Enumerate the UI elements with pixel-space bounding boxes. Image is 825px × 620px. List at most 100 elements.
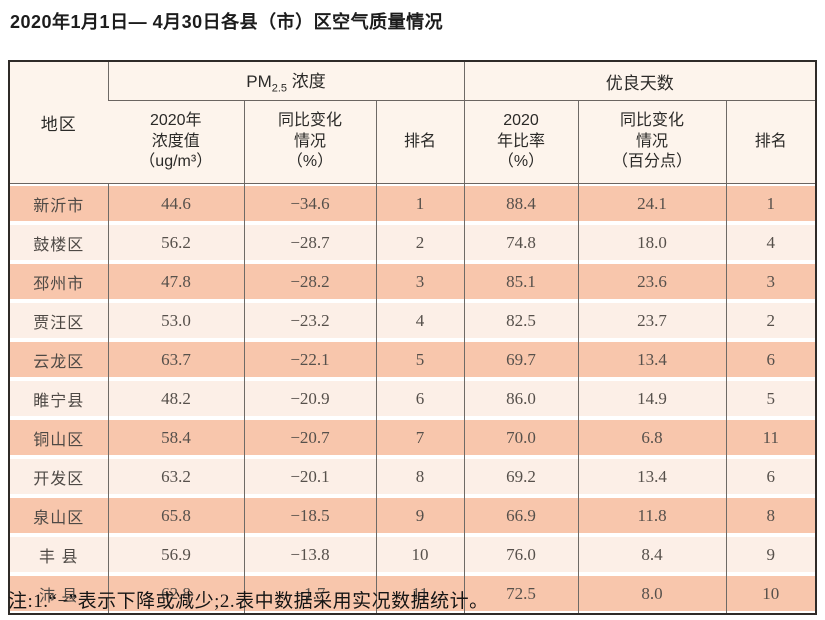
pm-value-cell: 58.4: [107, 418, 244, 457]
ratio-rank-cell: 10: [725, 574, 817, 614]
pm-value-cell: 56.2: [107, 223, 244, 262]
pm-value-cell: 63.2: [107, 457, 244, 496]
table-row: 鼓楼区 56.2 −28.7 2 74.8 18.0 4: [9, 223, 817, 262]
pm-rank-cell: 6: [375, 379, 465, 418]
region-cell: 云龙区: [9, 340, 108, 379]
pm-change-cell: −1.7: [243, 574, 376, 614]
ratio-cell: 66.9: [463, 496, 579, 535]
ratio-change-cell: 23.7: [577, 301, 727, 340]
ratio-rank-cell: 6: [725, 457, 817, 496]
col-header-pm-rank: 排名: [375, 100, 465, 184]
pm-rank-cell: 7: [375, 418, 465, 457]
table-row: 泉山区 65.8 −18.5 9 66.9 11.8 8: [9, 496, 817, 535]
ratio-cell: 85.1: [463, 262, 579, 301]
region-cell: 泉山区: [9, 496, 108, 535]
col-header-change-pts: 同比变化 情况 （百分点）: [577, 100, 727, 184]
pm-value-cell: 63.7: [107, 340, 244, 379]
ratio-cell: 69.2: [463, 457, 579, 496]
ratio-change-cell: 8.4: [577, 535, 727, 574]
header-sub-row: 2020年 浓度值 （ug/m³） 同比变化 情况 （%） 排名 2020 年比…: [9, 100, 817, 184]
pm-change-cell: −20.7: [243, 418, 376, 457]
pm-rank-cell: 3: [375, 262, 465, 301]
col-group-pm25: PM2.5 浓度: [107, 61, 465, 101]
col-header-days-rank: 排名: [725, 100, 817, 184]
ratio-change-cell: 18.0: [577, 223, 727, 262]
pm-value-cell: 47.8: [107, 262, 244, 301]
region-cell: 丰 县: [9, 535, 108, 574]
ratio-rank-cell: 6: [725, 340, 817, 379]
ratio-rank-cell: 8: [725, 496, 817, 535]
pm-value-cell: 53.0: [107, 301, 244, 340]
pm-change-cell: −13.8: [243, 535, 376, 574]
table-row: 铜山区 58.4 −20.7 7 70.0 6.8 11: [9, 418, 817, 457]
region-cell: 沛 县: [9, 574, 108, 614]
ratio-cell: 88.4: [463, 183, 579, 223]
table-row: 贾汪区 53.0 −23.2 4 82.5 23.7 2: [9, 301, 817, 340]
pm-value-cell: 62.8: [107, 574, 244, 614]
header-group-row: 地区 PM2.5 浓度 优良天数: [9, 61, 817, 184]
col-header-concentration: 2020年 浓度值 （ug/m³）: [108, 100, 244, 184]
region-cell: 开发区: [9, 457, 108, 496]
page-title: 2020年1月1日— 4月30日各县（市）区空气质量情况: [10, 12, 444, 32]
ratio-rank-cell: 3: [725, 262, 817, 301]
pm-change-cell: −28.7: [243, 223, 376, 262]
region-cell: 铜山区: [9, 418, 108, 457]
ratio-rank-cell: 2: [725, 301, 817, 340]
ratio-change-cell: 14.9: [577, 379, 727, 418]
ratio-change-cell: 23.6: [577, 262, 727, 301]
region-cell: 鼓楼区: [9, 223, 108, 262]
ratio-change-cell: 11.8: [577, 496, 727, 535]
footnote: 注:1.“−”表示下降或减少;2.表中数据采用实况数据统计。: [8, 591, 489, 612]
ratio-cell: 76.0: [463, 535, 579, 574]
ratio-cell: 86.0: [463, 379, 579, 418]
pm-rank-cell: 4: [375, 301, 465, 340]
ratio-cell: 72.5: [463, 574, 579, 614]
pm-rank-cell: 11: [375, 574, 465, 614]
pm-rank-cell: 8: [375, 457, 465, 496]
pm-rank-cell: 9: [375, 496, 465, 535]
pm-value-cell: 65.8: [107, 496, 244, 535]
pm-change-cell: −18.5: [243, 496, 376, 535]
col-header-region: 地区: [9, 61, 108, 184]
table-row: 丰 县 56.9 −13.8 10 76.0 8.4 9: [9, 535, 817, 574]
region-cell: 新沂市: [9, 184, 108, 224]
ratio-cell: 82.5: [463, 301, 579, 340]
ratio-rank-cell: 1: [725, 183, 817, 223]
table-row: 邳州市 47.8 −28.2 3 85.1 23.6 3: [9, 262, 817, 301]
pm-change-cell: −20.1: [243, 457, 376, 496]
ratio-cell: 70.0: [463, 418, 579, 457]
pm-value-cell: 48.2: [107, 379, 244, 418]
pm-change-cell: −28.2: [243, 262, 376, 301]
region-cell: 邳州市: [9, 262, 108, 301]
pm-value-cell: 56.9: [107, 535, 244, 574]
pm-change-cell: −22.1: [243, 340, 376, 379]
pm25-label-suffix: 浓度: [287, 72, 326, 92]
pm-rank-cell: 1: [375, 183, 465, 223]
col-header-ratio: 2020 年比率 （%）: [463, 100, 579, 184]
region-cell: 贾汪区: [9, 301, 108, 340]
table-header: 地区 PM2.5 浓度 优良天数 2020年 浓度值 （ug/m³） 同比变化 …: [9, 61, 817, 184]
pm25-label-subscript: 2.5: [271, 82, 288, 95]
pm-change-cell: −20.9: [243, 379, 376, 418]
ratio-rank-cell: 5: [725, 379, 817, 418]
pm-rank-cell: 2: [375, 223, 465, 262]
ratio-cell: 74.8: [463, 223, 579, 262]
ratio-change-cell: 6.8: [577, 418, 727, 457]
ratio-cell: 69.7: [463, 340, 579, 379]
table-body: 新沂市 44.6 −34.6 1 88.4 24.1 1 鼓楼区 56.2 −28.7 2 74.8 1…: [9, 183, 817, 614]
ratio-rank-cell: 9: [725, 535, 817, 574]
pm-rank-cell: 5: [375, 340, 465, 379]
ratio-change-cell: 13.4: [577, 340, 727, 379]
pm-change-cell: −34.6: [243, 183, 376, 223]
ratio-rank-cell: 4: [725, 223, 817, 262]
table-row: 沛 县 62.8 −1.7 11 72.5 8.0 10: [9, 574, 817, 614]
pm-change-cell: −23.2: [243, 301, 376, 340]
table-row: 开发区 63.2 −20.1 8 69.2 13.4 6: [9, 457, 817, 496]
table-row: 云龙区 63.7 −22.1 5 69.7 13.4 6: [9, 340, 817, 379]
table-row: 新沂市 44.6 −34.6 1 88.4 24.1 1: [9, 183, 817, 224]
ratio-rank-cell: 11: [725, 418, 817, 457]
col-group-good-days: 优良天数: [463, 61, 817, 101]
ratio-change-cell: 24.1: [577, 183, 727, 223]
air-quality-table: 地区 PM2.5 浓度 优良天数 2020年 浓度值 （ug/m³） 同比变化 …: [8, 60, 818, 615]
